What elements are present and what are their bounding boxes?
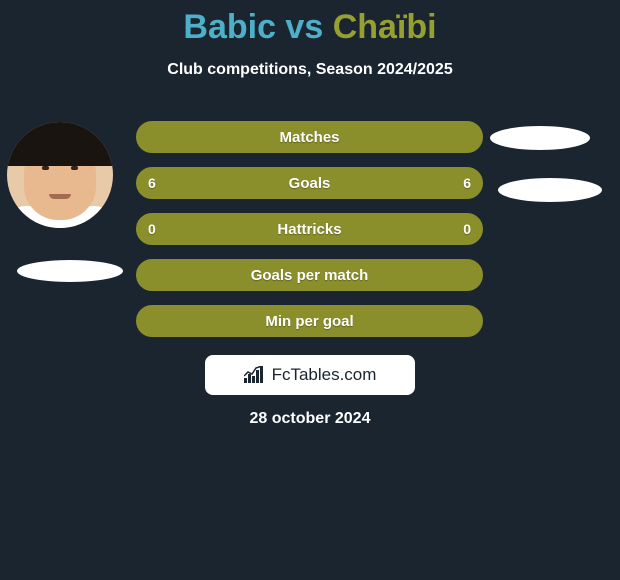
date-text: 28 october 2024 [0, 410, 620, 428]
stat-label: Min per goal [265, 313, 353, 330]
stat-label: Hattricks [277, 221, 341, 238]
stat-label: Matches [279, 129, 339, 146]
stat-bar-hattricks: 0 Hattricks 0 [136, 213, 483, 245]
player2-badge-2 [498, 178, 602, 202]
player1-badge [17, 260, 123, 282]
player2-badge-1 [490, 126, 590, 150]
bar-chart-icon [244, 366, 266, 384]
comparison-title: Babic vs Chaïbi [0, 0, 620, 47]
brand-badge: FcTables.com [205, 355, 415, 395]
player1-avatar [7, 122, 113, 228]
stat-right-value: 0 [463, 221, 471, 237]
subtitle: Club competitions, Season 2024/2025 [0, 61, 620, 79]
stat-bar-goals: 6 Goals 6 [136, 167, 483, 199]
player2-name: Chaïbi [333, 8, 437, 46]
stat-label: Goals [289, 175, 331, 192]
stat-bar-min-per-goal: Min per goal [136, 305, 483, 337]
stats-bars: Matches 6 Goals 6 0 Hattricks 0 Goals pe… [136, 121, 483, 351]
brand-text: FcTables.com [272, 365, 377, 385]
vs-text: vs [276, 8, 333, 46]
stat-bar-matches: Matches [136, 121, 483, 153]
stat-left-value: 0 [148, 221, 156, 237]
stat-label: Goals per match [251, 267, 369, 284]
stat-right-value: 6 [463, 175, 471, 191]
stat-bar-goals-per-match: Goals per match [136, 259, 483, 291]
player1-name: Babic [183, 8, 276, 46]
stat-left-value: 6 [148, 175, 156, 191]
